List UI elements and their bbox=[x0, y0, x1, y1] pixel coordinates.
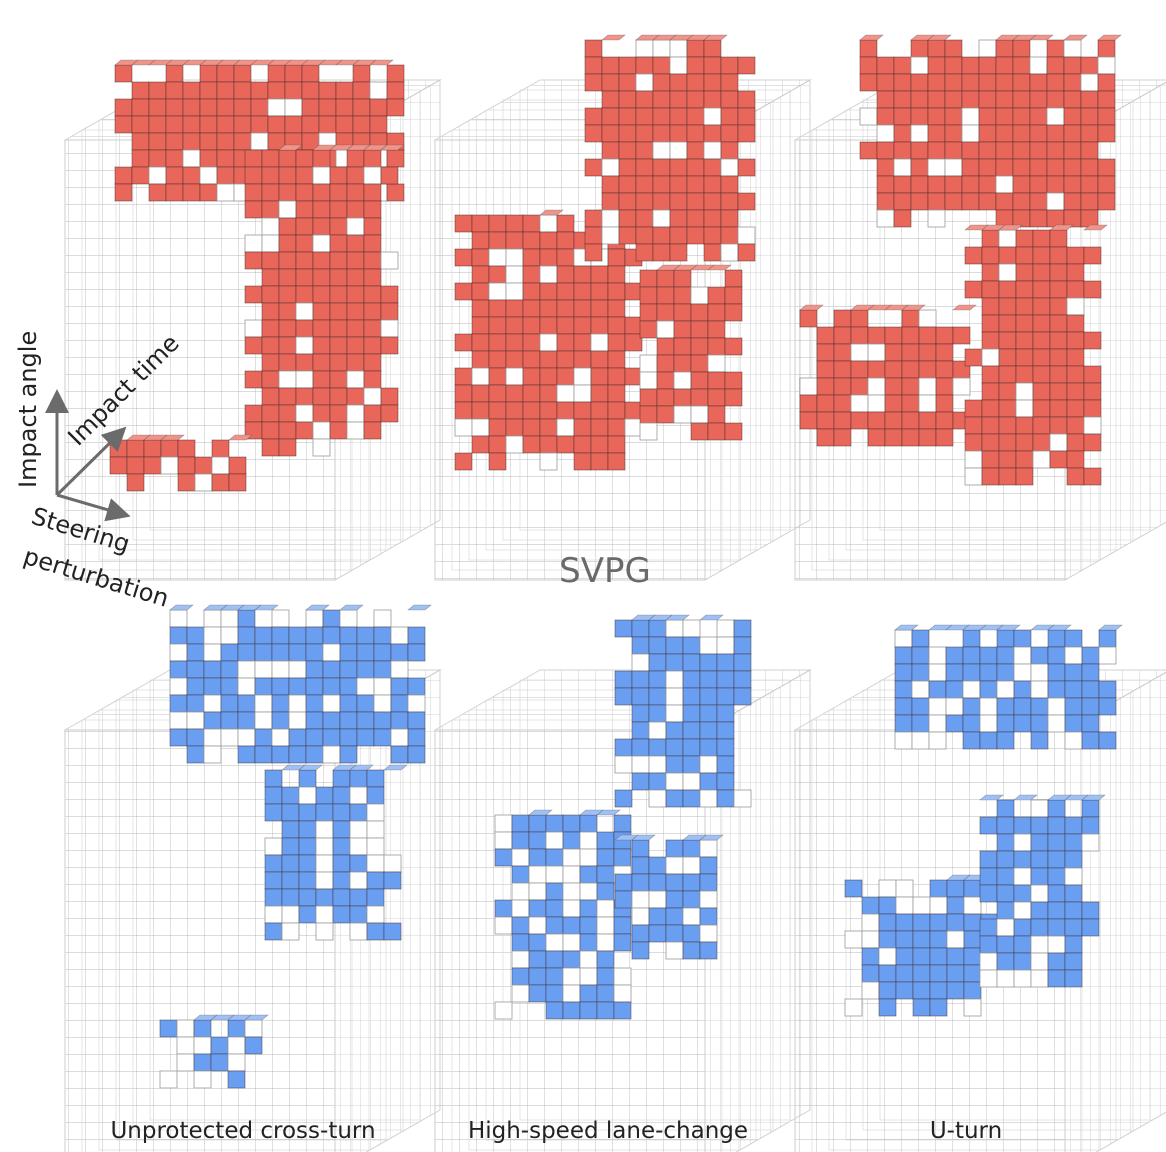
panel-top-lane-change bbox=[433, 34, 812, 581]
panel-bottom-cross-turn bbox=[63, 604, 442, 1152]
caption-high-speed-lane-change: High-speed lane-change bbox=[467, 1118, 749, 1144]
method-label: SVPG bbox=[559, 551, 651, 591]
panel-bottom-lane-change bbox=[433, 614, 812, 1152]
panel-bottom-u-turn bbox=[793, 624, 1166, 1152]
panel-top-u-turn bbox=[793, 34, 1166, 581]
caption-u-turn: U-turn bbox=[929, 1118, 1003, 1144]
vertical-axis-label: Impact angle bbox=[14, 331, 42, 488]
panel-top-cross-turn bbox=[63, 59, 442, 581]
horizontal-axis-arrow bbox=[56, 493, 131, 522]
depth-axis-arrow bbox=[55, 426, 127, 497]
caption-unprotected-cross-turn: Unprotected cross-turn bbox=[110, 1118, 376, 1144]
